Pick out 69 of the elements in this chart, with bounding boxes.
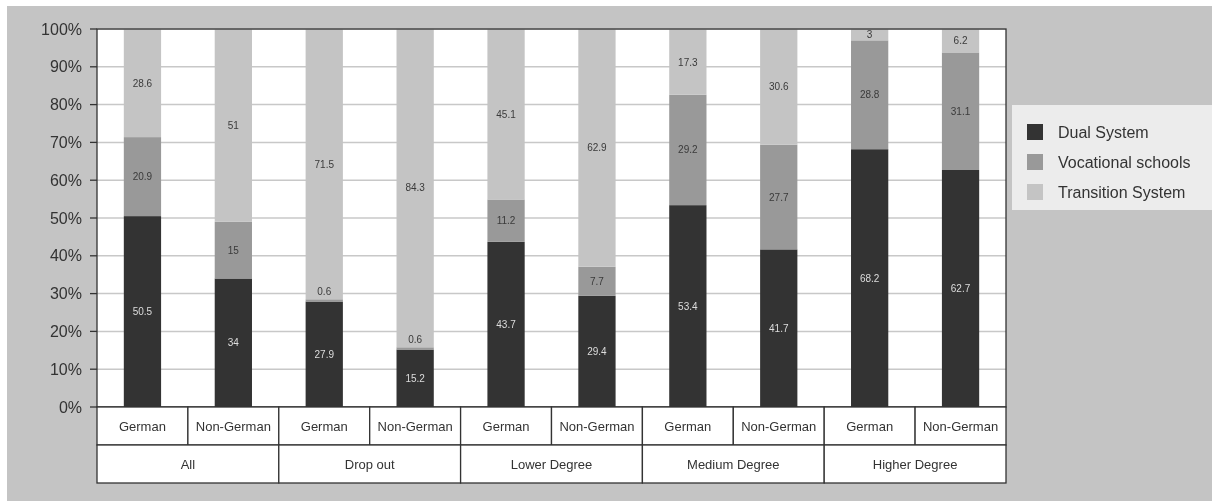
data-label: 84.3 — [405, 182, 426, 194]
data-label: 31.1 — [950, 105, 971, 117]
data-label: 41.7 — [769, 322, 789, 334]
data-label: 53.4 — [678, 300, 699, 312]
y-tick-label: 100% — [41, 20, 82, 38]
x-tick-label: German — [846, 418, 894, 434]
data-label: 30.6 — [769, 81, 789, 93]
y-tick-label: 50% — [49, 209, 82, 227]
data-label: 43.7 — [496, 318, 517, 330]
y-tick-label: 40% — [49, 247, 82, 265]
bar — [760, 144, 798, 250]
x-tick-label: Non-German — [195, 418, 271, 434]
y-tick-label: 70% — [49, 134, 82, 151]
data-label: 17.3 — [678, 56, 699, 68]
data-label: 29.2 — [678, 144, 699, 156]
y-tick-label: 30% — [49, 285, 82, 303]
x-tick-label: German — [300, 418, 348, 434]
data-label: 11.2 — [496, 215, 516, 227]
data-label: 3 — [866, 29, 873, 41]
legend-label: Vocational schools — [1058, 153, 1191, 171]
y-tick-label: 0% — [58, 398, 82, 416]
data-label: 29.4 — [587, 345, 608, 357]
text: All — [180, 456, 196, 472]
data-label: 7.7 — [590, 275, 605, 287]
data-label: 62.7 — [950, 283, 971, 294]
x-tick-label: Non-German — [377, 418, 453, 434]
bar — [941, 52, 980, 170]
data-label: 68.2 — [859, 272, 880, 284]
y-tick-label: 10% — [49, 360, 82, 378]
x-tick-label: Non-German — [922, 418, 999, 434]
bar — [578, 266, 616, 296]
y-tick-label: 60% — [49, 171, 82, 189]
data-label: 27.9 — [314, 348, 335, 360]
text: Lower Degree — [510, 456, 593, 472]
data-label: 45.1 — [496, 108, 517, 120]
data-label: 34 — [227, 337, 240, 349]
data-label: 0.6 — [408, 333, 423, 345]
data-label: 20.9 — [132, 171, 153, 183]
y-tick-label: 90% — [49, 58, 82, 76]
data-label: 71.5 — [314, 158, 335, 170]
text: Drop out — [344, 456, 396, 472]
data-label: 6.2 — [953, 35, 968, 47]
legend-label: Transition System — [1058, 183, 1186, 201]
data-label: 28.8 — [859, 89, 880, 101]
bar — [487, 199, 525, 242]
data-label: 27.7 — [769, 191, 789, 203]
data-label: 0.6 — [317, 285, 332, 297]
x-tick-label: German — [482, 418, 530, 434]
bar — [396, 347, 434, 350]
bar — [305, 299, 343, 302]
legend-label: Dual System — [1058, 123, 1149, 141]
bar — [851, 40, 889, 150]
data-label: 51 — [227, 119, 240, 131]
data-label: 15 — [227, 244, 240, 256]
x-tick-label: German — [118, 418, 166, 434]
bar — [123, 137, 162, 217]
data-label: 15.2 — [405, 372, 426, 384]
y-tick-label: 80% — [49, 96, 82, 114]
data-label: 62.9 — [587, 142, 608, 154]
bar — [214, 221, 252, 279]
text: Medium Degree — [687, 456, 780, 472]
bar — [669, 94, 707, 206]
x-tick-label: Non-German — [741, 418, 817, 434]
text: Higher Degree — [872, 456, 958, 472]
x-tick-label: German — [664, 418, 712, 434]
data-label: 50.5 — [132, 306, 153, 318]
data-label: 28.6 — [132, 77, 153, 89]
y-tick-label: 20% — [49, 323, 82, 340]
x-tick-label: Non-German — [559, 418, 635, 434]
